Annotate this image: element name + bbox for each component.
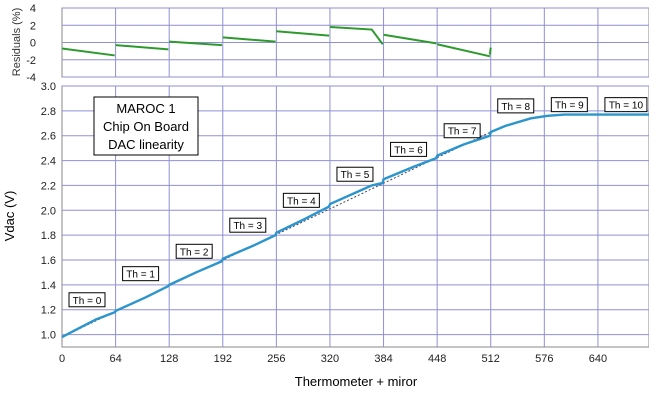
x-tick-label-6: 384 xyxy=(374,353,392,365)
threshold-label-text-3: Th = 3 xyxy=(233,221,262,232)
residuals-segment-7 xyxy=(436,43,491,58)
residuals-grid xyxy=(62,7,649,78)
residuals-segment-5 xyxy=(329,25,384,45)
vdac-line-0 xyxy=(61,113,649,339)
threshold-label-box-5 xyxy=(336,166,374,182)
threshold-label-6: Th = 6 xyxy=(390,141,428,157)
threshold-label-10: Th = 10 xyxy=(604,97,648,113)
vdac-series xyxy=(61,113,649,339)
threshold-label-text-0: Th = 0 xyxy=(73,296,102,307)
threshold-label-text-9: Th = 9 xyxy=(555,101,584,112)
y-tick-label-9: 2.8 xyxy=(41,106,56,118)
y-tick-label-5: 2.0 xyxy=(41,205,56,217)
residuals-series xyxy=(61,25,492,58)
threshold-label-box-0 xyxy=(68,292,106,308)
threshold-label-box-6 xyxy=(390,141,428,157)
threshold-label-text-5: Th = 5 xyxy=(341,170,370,181)
y-tick-label-8: 2.6 xyxy=(41,131,56,143)
y-axis-title: Vdac (V) xyxy=(2,191,17,242)
threshold-label-box-2 xyxy=(175,243,213,259)
threshold-label-8: Th = 8 xyxy=(497,98,535,114)
residuals-y-tick-label-4: 4 xyxy=(30,3,36,15)
threshold-label-box-10 xyxy=(604,97,648,113)
threshold-label-box-1 xyxy=(122,266,160,282)
threshold-label-4: Th = 4 xyxy=(282,192,320,208)
x-tick-label-3: 192 xyxy=(214,353,232,365)
residuals-segment-3 xyxy=(222,36,276,43)
threshold-label-box-4 xyxy=(282,192,320,208)
threshold-label-text-7: Th = 7 xyxy=(448,127,477,138)
y-tick-label-7: 2.4 xyxy=(41,156,56,168)
x-tick-label-2: 128 xyxy=(160,353,178,365)
y-tick-label-3: 1.6 xyxy=(41,255,56,267)
main-y-ticks: 1.0 1.2 1.4 1.6 1.8 2.0 2.2 2.4 2.6 2.8 3.0 xyxy=(41,81,56,342)
threshold-label-text-10: Th = 10 xyxy=(609,101,644,112)
chip-label-line-2: Chip On Board xyxy=(103,119,189,134)
main-grid xyxy=(62,85,649,347)
x-tick-label-1: 64 xyxy=(109,353,121,365)
threshold-label-box-9 xyxy=(550,97,588,113)
x-tick-label-10: 640 xyxy=(589,353,607,365)
residuals-segment-2 xyxy=(169,40,223,47)
x-tick-label-8: 512 xyxy=(482,353,500,365)
threshold-label-box-7 xyxy=(443,123,481,139)
residuals-segment-8 xyxy=(488,47,492,55)
residuals-y-tick-label-2: 0 xyxy=(30,38,36,50)
residuals-y-axis-title: Residuals (%) xyxy=(11,8,23,76)
y-tick-label-0: 1.0 xyxy=(41,330,56,342)
residuals-segment-0 xyxy=(61,47,115,57)
main-x-ticks: 0 64 128 192 256 320 384 448 512 576 640 xyxy=(59,353,607,365)
x-axis-title: Thermometer + miror xyxy=(295,374,418,389)
threshold-label-text-1: Th = 1 xyxy=(126,270,155,281)
threshold-label-7: Th = 7 xyxy=(443,123,481,139)
threshold-labels: Th = 0 Th = 1 Th = 2 Th = 3 Th = 4 Th = 5 Th =… xyxy=(68,97,648,308)
residuals-y-tick-label-3: 2 xyxy=(30,20,36,32)
threshold-label-box-3 xyxy=(229,217,267,233)
threshold-label-text-2: Th = 2 xyxy=(180,247,209,258)
residuals-segment-6 xyxy=(383,33,437,45)
x-tick-label-4: 256 xyxy=(267,353,285,365)
y-tick-label-2: 1.4 xyxy=(41,280,56,292)
x-tick-label-9: 576 xyxy=(535,353,553,365)
threshold-label-5: Th = 5 xyxy=(336,166,374,182)
residuals-y-ticks: -4 -2 0 2 4 xyxy=(26,3,36,84)
residuals-y-tick-label-1: -2 xyxy=(26,55,36,67)
chip-label-line-1: MAROC 1 xyxy=(116,101,175,116)
threshold-label-box-8 xyxy=(497,98,535,114)
threshold-label-1: Th = 1 xyxy=(122,266,160,282)
threshold-label-text-8: Th = 8 xyxy=(501,102,530,113)
threshold-label-text-6: Th = 6 xyxy=(394,145,423,156)
chip-label-box: MAROC 1 Chip On Board DAC linearity xyxy=(93,96,199,156)
y-tick-label-10: 3.0 xyxy=(41,81,56,93)
y-tick-label-4: 1.8 xyxy=(41,230,56,242)
threshold-label-3: Th = 3 xyxy=(229,217,267,233)
y-tick-label-1: 1.2 xyxy=(41,305,56,317)
residuals-y-tick-label-0: -4 xyxy=(26,72,36,84)
x-tick-label-0: 0 xyxy=(59,353,65,365)
residuals-segment-1 xyxy=(115,44,169,51)
threshold-label-text-4: Th = 4 xyxy=(287,196,316,207)
threshold-label-9: Th = 9 xyxy=(550,97,588,113)
x-tick-label-5: 320 xyxy=(321,353,339,365)
threshold-label-2: Th = 2 xyxy=(175,243,213,259)
x-tick-label-7: 448 xyxy=(428,353,446,365)
chip-label-line-3: DAC linearity xyxy=(108,137,184,152)
y-tick-label-6: 2.2 xyxy=(41,180,56,192)
residuals-segment-4 xyxy=(276,30,330,37)
threshold-label-0: Th = 0 xyxy=(68,292,106,308)
